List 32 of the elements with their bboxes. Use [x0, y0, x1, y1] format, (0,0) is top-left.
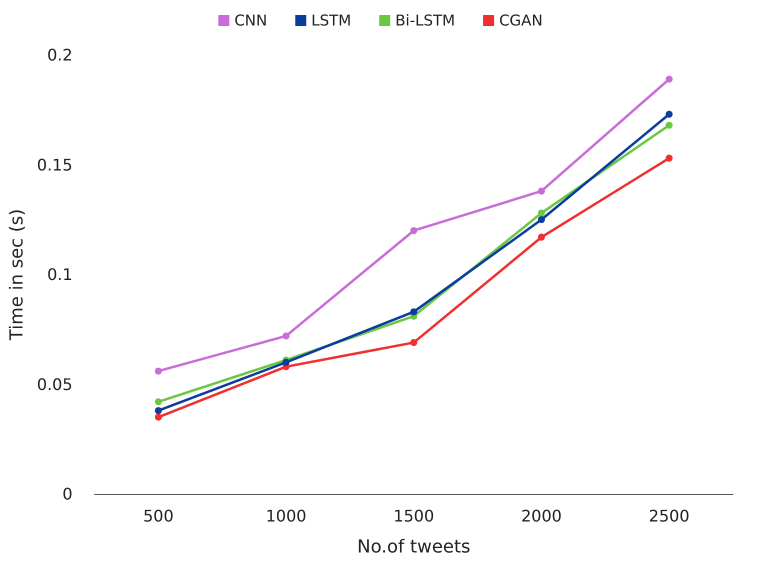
x-axis-title: No.of tweets: [357, 536, 470, 558]
point: [410, 308, 418, 316]
point: [538, 234, 545, 241]
legend-label: Bi-LSTM: [395, 12, 456, 30]
point: [154, 414, 162, 421]
point: [538, 188, 545, 195]
point: [154, 407, 162, 414]
x-tick-label: 2500: [648, 506, 690, 526]
y-tick-label: 0.05: [36, 374, 73, 394]
point: [666, 154, 673, 162]
point: [666, 110, 673, 118]
y-tick-label: 0.1: [47, 265, 73, 284]
point: [410, 227, 418, 234]
point: [538, 216, 545, 224]
y-tick-label: 0.2: [47, 46, 73, 64]
y-tick-label: 0.15: [36, 155, 73, 174]
y-axis-title: Time in sec (s): [6, 208, 28, 342]
point: [282, 332, 290, 340]
x-tick-label: 1000: [266, 506, 306, 526]
y-tick-label: 0: [62, 484, 73, 504]
legend-label: CGAN: [499, 12, 543, 30]
legend-label: LSTM: [311, 12, 352, 30]
point: [154, 398, 162, 406]
legend-label: CNN: [234, 12, 268, 30]
point: [666, 76, 673, 83]
point: [154, 368, 162, 375]
x-tick-label: 2000: [521, 506, 562, 526]
x-tick-label: 1500: [393, 506, 434, 526]
x-tick-label: 500: [143, 506, 174, 526]
point: [538, 210, 545, 217]
point: [410, 339, 418, 346]
point: [666, 122, 673, 129]
